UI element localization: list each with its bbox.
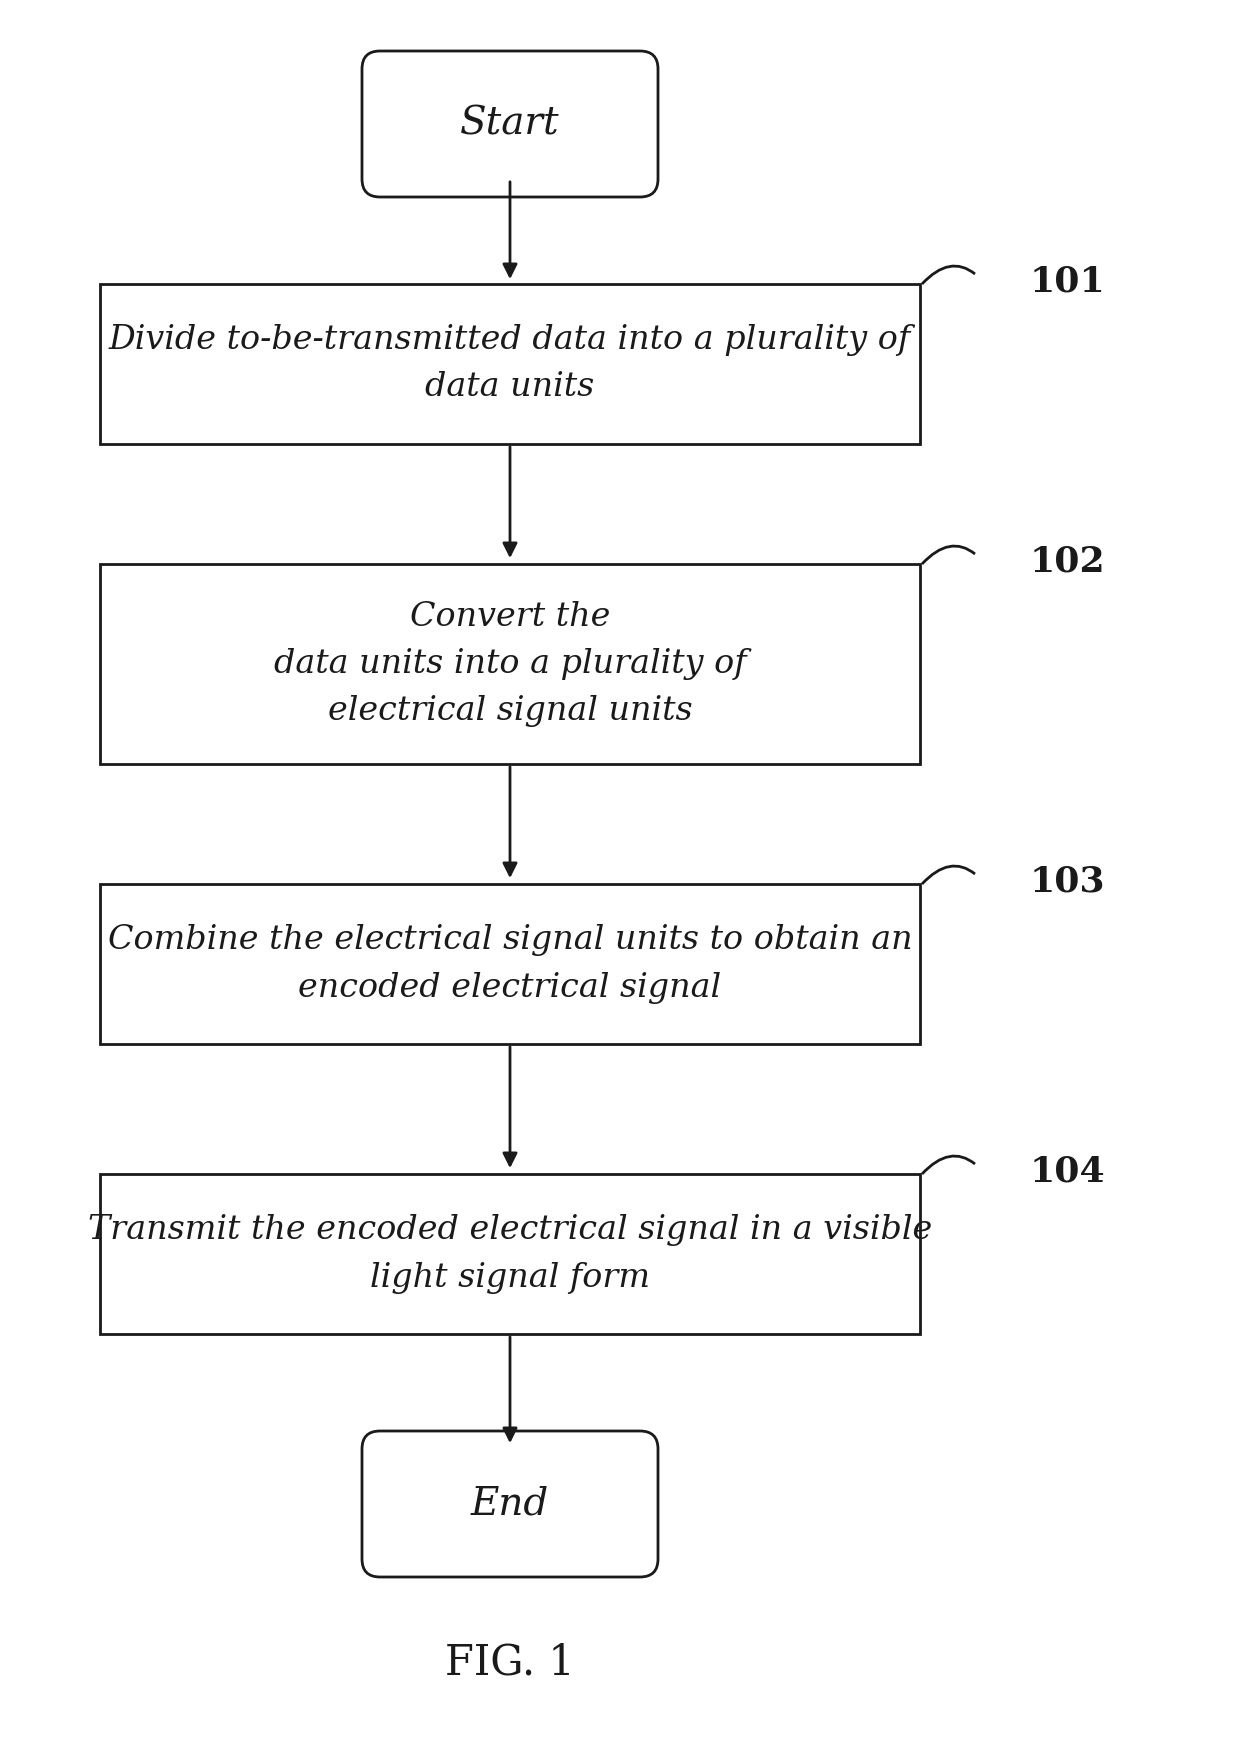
Text: 101: 101: [1030, 265, 1106, 298]
Text: End: End: [471, 1486, 549, 1523]
FancyBboxPatch shape: [362, 51, 658, 197]
Text: Transmit the encoded electrical signal in a visible
light signal form: Transmit the encoded electrical signal i…: [88, 1214, 932, 1294]
Text: 103: 103: [1030, 865, 1106, 898]
Bar: [100, 1174, 920, 1334]
FancyBboxPatch shape: [362, 1432, 658, 1577]
Bar: [100, 884, 920, 1045]
Text: Convert the
data units into a plurality of
electrical signal units: Convert the data units into a plurality …: [274, 602, 746, 727]
Bar: [100, 284, 920, 445]
Text: Start: Start: [460, 105, 559, 143]
Text: FIG. 1: FIG. 1: [445, 1641, 575, 1683]
Text: 104: 104: [1030, 1155, 1106, 1189]
Text: Divide to-be-transmitted data into a plurality of
data units: Divide to-be-transmitted data into a plu…: [109, 324, 911, 403]
Text: Combine the electrical signal units to obtain an
encoded electrical signal: Combine the electrical signal units to o…: [108, 924, 913, 1003]
Text: 102: 102: [1030, 544, 1106, 579]
Bar: [100, 563, 920, 764]
